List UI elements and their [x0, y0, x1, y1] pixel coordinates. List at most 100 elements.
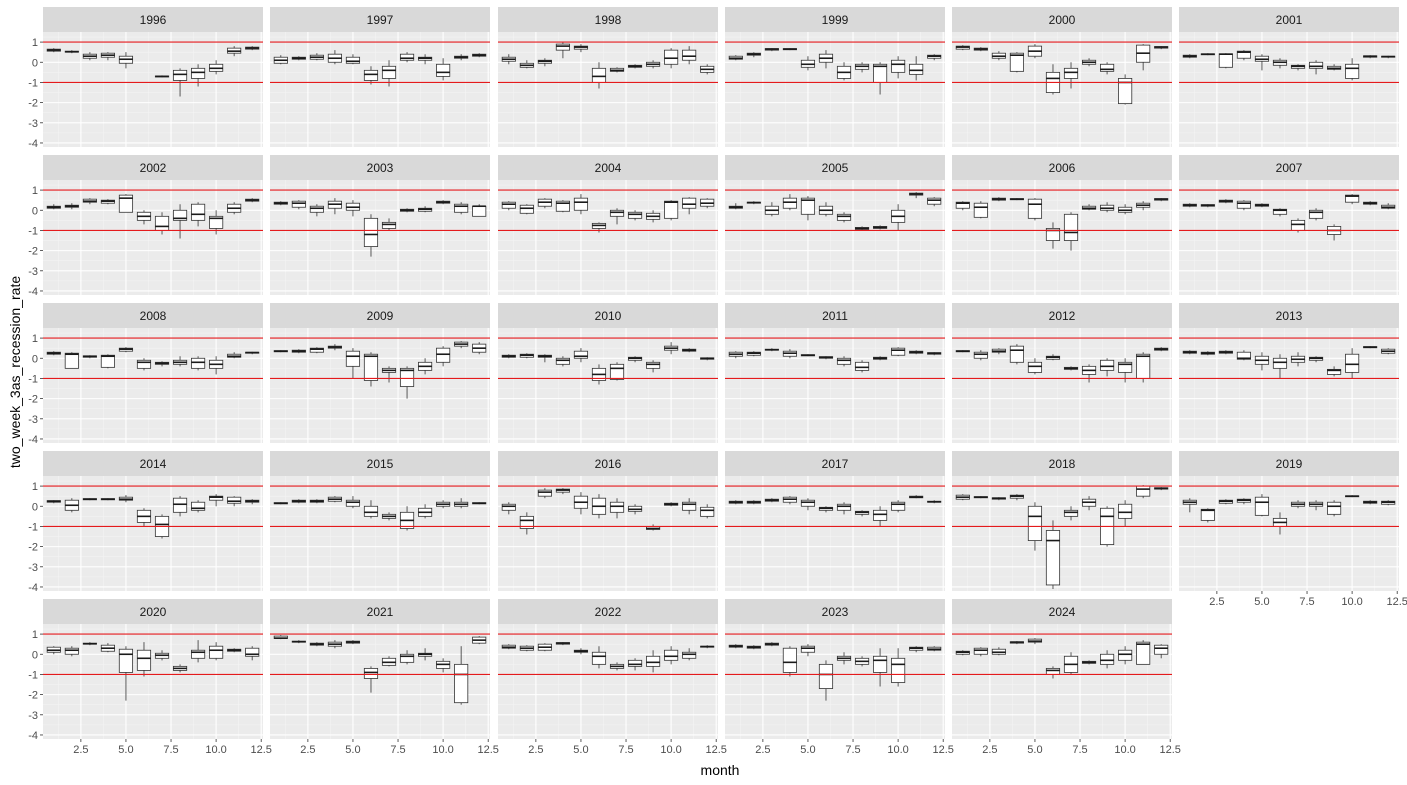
box-iqr — [1045, 530, 1061, 586]
box-month-1 — [273, 350, 288, 353]
box-month-12 — [245, 499, 260, 505]
box-month-8 — [854, 62, 870, 73]
box-month-10 — [1345, 348, 1360, 379]
box-month-1 — [1182, 203, 1197, 208]
box-month-3 — [82, 198, 97, 205]
box-month-1 — [273, 502, 288, 505]
box-month-10 — [664, 48, 679, 69]
box-month-1 — [273, 201, 288, 206]
box-iqr — [209, 495, 224, 501]
box-month-12 — [927, 54, 942, 61]
box-month-7 — [836, 652, 852, 665]
box-month-2 — [64, 50, 79, 54]
box-iqr — [1009, 52, 1024, 72]
panel-background — [270, 328, 490, 443]
box-month-12 — [700, 504, 715, 519]
box-month-10 — [436, 200, 451, 205]
panel-background — [725, 328, 945, 443]
box-iqr — [454, 663, 469, 704]
panel-background — [43, 32, 263, 147]
box-month-8 — [627, 356, 643, 363]
box-month-5 — [345, 54, 361, 65]
box-month-1 — [955, 201, 970, 211]
box-month-8 — [854, 656, 870, 667]
box-month-8 — [399, 506, 415, 531]
facet-strip — [952, 303, 1172, 328]
box-iqr — [227, 496, 242, 504]
panel-background — [43, 476, 263, 591]
facet-panel-2000: 2000 — [952, 7, 1172, 147]
box-iqr — [1100, 359, 1115, 371]
box-month-12 — [1381, 348, 1396, 355]
box-month-10 — [1345, 58, 1360, 81]
box-month-12 — [1381, 500, 1396, 506]
box-month-2 — [1200, 204, 1215, 208]
box-month-1 — [501, 201, 516, 211]
box-month-6 — [136, 642, 152, 677]
box-iqr — [609, 209, 625, 217]
box-month-5 — [1027, 44, 1043, 59]
box-month-7 — [1290, 500, 1306, 509]
box-month-6 — [1045, 354, 1061, 361]
box-month-9 — [418, 206, 433, 213]
panel-background — [952, 32, 1172, 147]
box-month-12 — [700, 198, 715, 209]
box-iqr — [1045, 228, 1061, 241]
box-month-4 — [782, 194, 797, 211]
x-tick-label: 5.0 — [1027, 744, 1042, 756]
box-iqr — [1236, 351, 1251, 360]
box-month-10 — [209, 642, 224, 661]
box-month-6 — [1272, 354, 1288, 379]
box-month-2 — [746, 351, 761, 357]
box-month-9 — [873, 356, 888, 361]
box-month-7 — [609, 662, 625, 671]
box-month-5 — [1027, 358, 1043, 375]
facet-strip-label: 2020 — [140, 605, 167, 619]
box-iqr — [1308, 209, 1324, 219]
y-tick-label: 0 — [32, 57, 38, 69]
box-iqr — [627, 211, 643, 219]
box-month-8 — [1081, 204, 1097, 211]
panel-background — [952, 624, 1172, 739]
box-month-4 — [555, 42, 570, 59]
box-iqr — [1136, 485, 1151, 497]
box-month-10 — [209, 60, 224, 75]
box-iqr — [136, 359, 152, 369]
box-month-11 — [682, 648, 697, 661]
box-month-4 — [1009, 641, 1024, 645]
box-iqr — [64, 352, 79, 369]
box-month-3 — [991, 51, 1006, 61]
box-month-9 — [1327, 64, 1342, 71]
box-iqr — [1345, 194, 1360, 203]
box-iqr — [782, 197, 797, 209]
box-iqr — [191, 649, 206, 659]
box-iqr — [682, 197, 697, 209]
box-month-3 — [1218, 499, 1233, 505]
facet-panel-2012: 2012 — [952, 303, 1172, 443]
box-month-10 — [664, 646, 679, 665]
box-month-1 — [1182, 498, 1197, 513]
box-month-12 — [927, 646, 942, 652]
box-month-5 — [345, 348, 361, 379]
box-month-9 — [191, 640, 206, 663]
box-month-11 — [454, 202, 469, 215]
x-tick-label: 2.5 — [982, 744, 997, 756]
box-month-9 — [191, 500, 206, 513]
x-tick-label: 7.5 — [1299, 596, 1314, 608]
box-iqr — [891, 347, 906, 356]
box-month-2 — [291, 499, 306, 504]
y-tick-label: -2 — [28, 246, 38, 258]
x-tick-label: 5.0 — [573, 744, 588, 756]
box-month-8 — [1081, 496, 1097, 511]
facet-panel-2003: 2003 — [270, 155, 490, 295]
box-month-4 — [555, 200, 570, 213]
box-month-4 — [782, 646, 797, 677]
facet-strip — [43, 451, 263, 476]
x-tick-label: 10.0 — [432, 744, 453, 756]
box-month-5 — [1254, 494, 1270, 517]
facet-strip-label: 2016 — [595, 457, 622, 471]
box-iqr — [209, 645, 224, 659]
box-month-7 — [609, 362, 625, 381]
box-month-4 — [100, 52, 115, 61]
